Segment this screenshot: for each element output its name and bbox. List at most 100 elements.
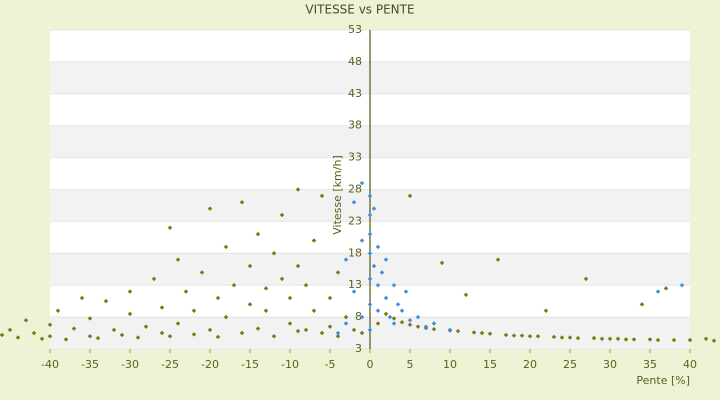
x-tick-label: -40: [41, 358, 59, 371]
scatter-point: [295, 263, 301, 269]
scatter-point: [119, 332, 125, 338]
x-tick-label: 0: [367, 358, 374, 371]
scatter-point: [215, 295, 221, 301]
scatter-point: [327, 295, 333, 301]
scatter-point: [607, 336, 613, 342]
scatter-point: [271, 250, 277, 256]
scatter-point: [679, 282, 685, 288]
scatter-point: [351, 199, 357, 205]
scatter-point: [279, 212, 285, 218]
scatter-point: [663, 286, 669, 291]
scatter-point: [295, 187, 301, 192]
scatter-point: [295, 328, 301, 334]
x-tick-label: 15: [483, 358, 497, 371]
scatter-point: [335, 333, 341, 339]
scatter-point: [167, 333, 173, 339]
x-tick-label: 30: [603, 358, 617, 371]
scatter-point: [615, 336, 621, 342]
scatter-point: [447, 327, 453, 333]
scatter-point: [711, 338, 717, 344]
scatter-point: [311, 308, 317, 314]
scatter-point: [247, 263, 253, 269]
scatter-point: [319, 193, 325, 199]
scatter-point: [319, 330, 325, 336]
y-tick-label: 48: [348, 55, 362, 68]
scatter-point: [191, 331, 197, 337]
scatter-point: [487, 331, 493, 337]
scatter-point: [399, 308, 405, 314]
scatter-point: [47, 333, 53, 339]
scatter-point: [255, 231, 261, 237]
scatter-point: [183, 289, 189, 294]
scatter-point: [703, 336, 709, 342]
x-tick-label: 35: [643, 358, 657, 371]
scatter-point: [383, 311, 389, 317]
scatter-point: [655, 289, 661, 294]
scatter-point: [159, 330, 165, 336]
scatter-point: [15, 335, 21, 340]
scatter-point: [367, 212, 373, 218]
scatter-point: [351, 289, 357, 294]
scatter-point: [375, 244, 381, 250]
y-tick-label: 28: [348, 183, 362, 196]
scatter-point: [159, 305, 165, 310]
scatter-point: [623, 337, 629, 342]
scatter-point: [367, 276, 373, 282]
scatter-point: [279, 276, 285, 282]
scatter-point: [343, 314, 349, 320]
scatter-point: [71, 326, 77, 331]
scatter-point: [431, 321, 437, 326]
scatter-point: [559, 335, 565, 340]
scatter-point: [359, 330, 365, 336]
chart-title: VITESSE vs PENTE: [305, 3, 414, 17]
x-tick-label: -35: [81, 358, 99, 371]
scatter-point: [391, 282, 397, 288]
scatter-point: [191, 308, 197, 314]
scatter-point: [175, 321, 181, 326]
scatter-point: [495, 257, 501, 263]
scatter-point: [263, 286, 269, 291]
x-tick-label: -5: [325, 358, 336, 371]
scatter-point: [479, 330, 485, 336]
scatter-point: [87, 316, 93, 321]
scatter-point: [223, 314, 229, 320]
scatter-point: [335, 270, 341, 275]
y-axis-title: Vitesse [km/h]: [331, 155, 344, 235]
scatter-point: [631, 337, 637, 342]
scatter-point: [55, 308, 61, 314]
scatter-point: [511, 333, 517, 338]
scatter-point: [143, 324, 149, 330]
x-tick-label: 10: [443, 358, 457, 371]
scatter-point: [575, 335, 581, 341]
scatter-point: [207, 206, 213, 211]
scatter-point: [343, 257, 349, 263]
scatter-point: [567, 335, 573, 340]
y-tick-label: 33: [348, 151, 362, 164]
x-tick-label: -20: [201, 358, 219, 371]
scatter-point: [175, 257, 181, 263]
scatter-point: [415, 314, 421, 320]
x-axis-title: Pente [%]: [636, 374, 690, 387]
scatter-point: [335, 330, 341, 336]
scatter-point: [151, 276, 157, 282]
scatter-point: [599, 336, 605, 342]
scatter-point: [207, 327, 213, 333]
scatter-point: [23, 317, 29, 323]
scatter-point: [367, 231, 373, 237]
scatter-point: [391, 316, 397, 321]
scatter-point: [379, 270, 385, 275]
scatter-point: [103, 298, 109, 304]
scatter-point: [239, 199, 245, 205]
scatter-point: [671, 337, 677, 343]
x-tick-label: 25: [563, 358, 577, 371]
scatter-point: [439, 260, 445, 266]
scatter-point: [303, 282, 309, 288]
y-tick-label: 3: [355, 342, 362, 355]
scatter-point: [231, 282, 237, 288]
scatter-point: [255, 326, 261, 331]
scatter-point: [535, 333, 541, 339]
scatter-point: [47, 322, 53, 328]
scatter-point: [359, 238, 365, 243]
scatter-point: [395, 301, 401, 307]
